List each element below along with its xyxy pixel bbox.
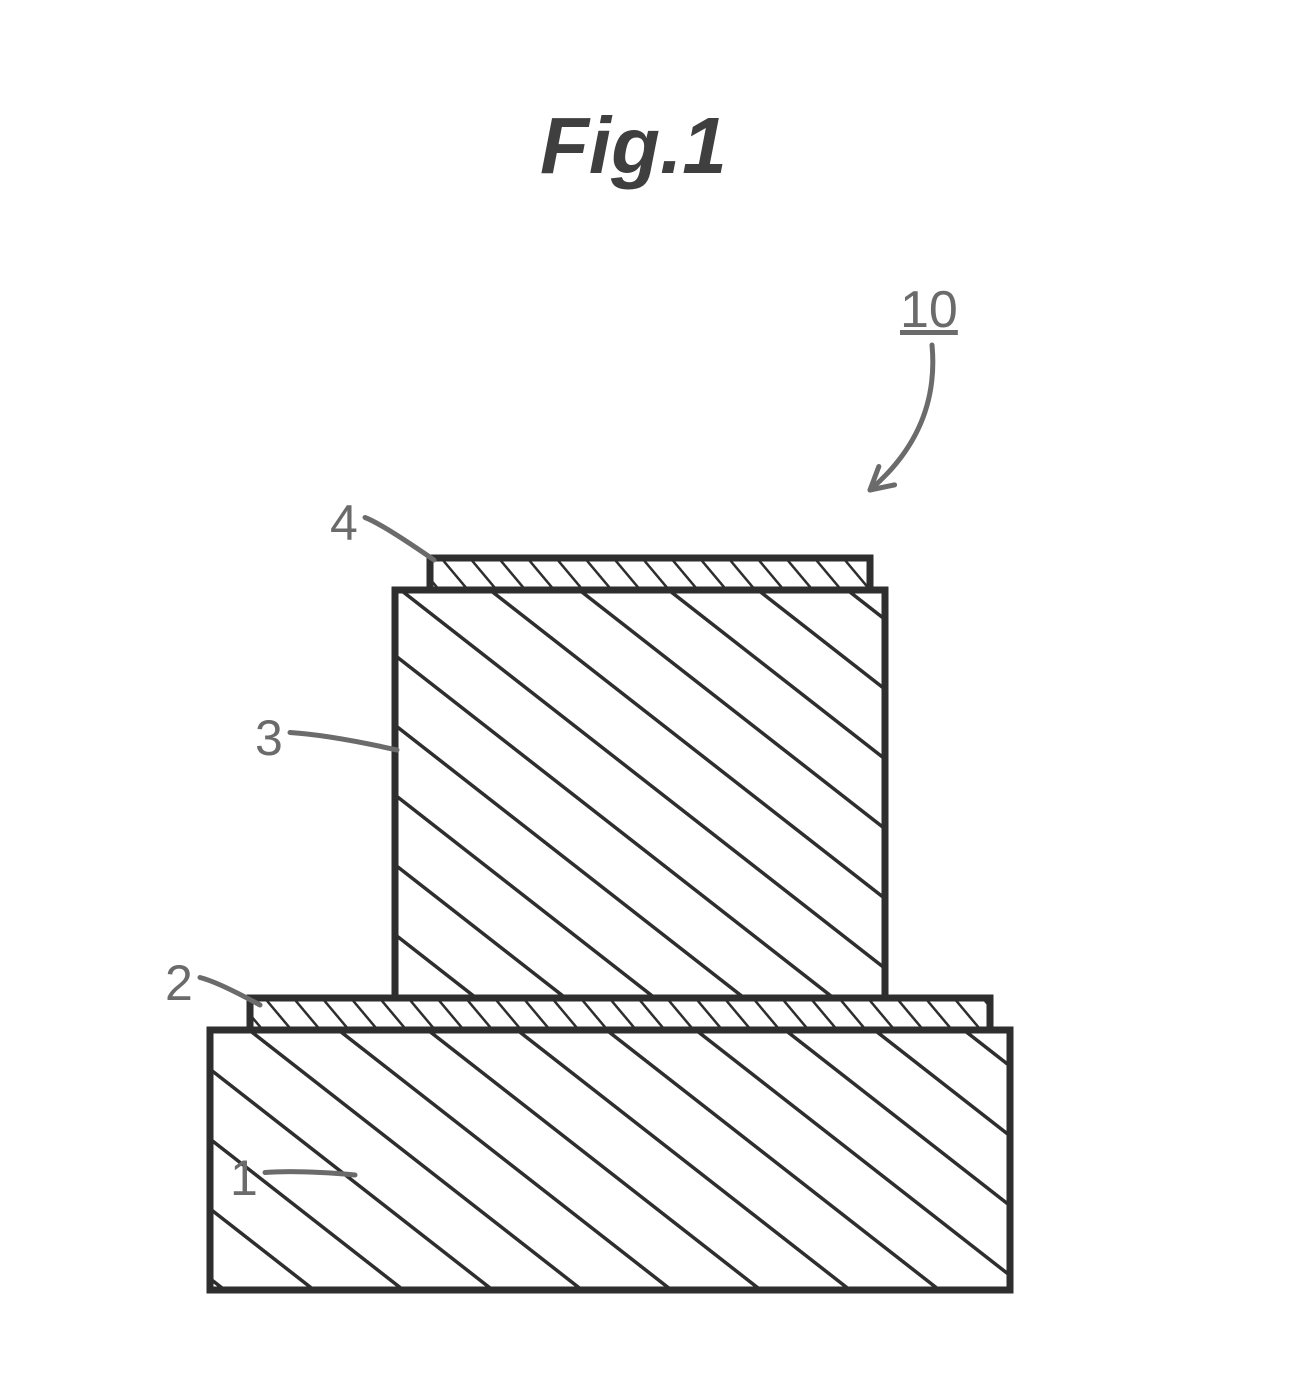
figure-stage: 4 3 2 1 Fig.1 10 xyxy=(0,0,1311,1376)
callout-label-3: 3 xyxy=(255,710,283,766)
assembly-label: 10 xyxy=(900,280,958,340)
callout-label-1: 1 xyxy=(230,1150,258,1206)
callout-label-4: 4 xyxy=(330,495,358,551)
callout-label-2: 2 xyxy=(165,955,193,1011)
diagram-svg: 4 3 2 1 xyxy=(0,0,1311,1376)
figure-title: Fig.1 xyxy=(540,100,727,192)
